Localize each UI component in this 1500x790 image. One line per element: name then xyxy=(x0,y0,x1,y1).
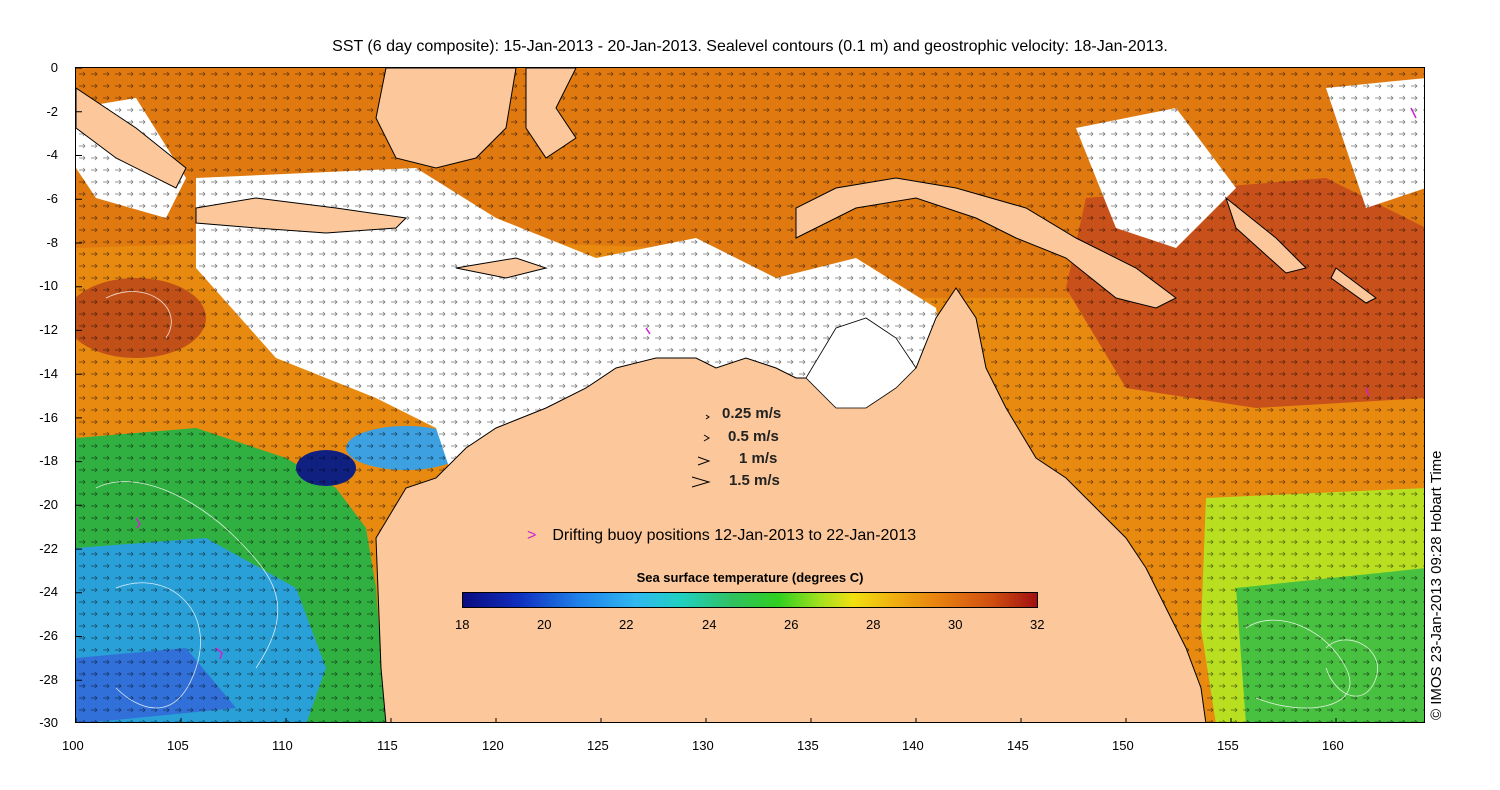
y-tick-label: -6 xyxy=(46,191,58,206)
x-tick-label: 110 xyxy=(272,738,293,753)
sulawesi-landmass xyxy=(525,68,577,159)
buoy-legend: > Drifting buoy positions 12-Jan-2013 to … xyxy=(527,527,916,545)
colorbar-tick-label: 24 xyxy=(702,617,717,632)
colorbar-tick-label: 32 xyxy=(1030,617,1045,632)
buoy-marker-icon: > xyxy=(527,527,537,544)
y-tick-label: -18 xyxy=(39,453,58,468)
map-title: SST (6 day composite): 15-Jan-2013 - 20-… xyxy=(332,38,1168,55)
x-tick-label: 130 xyxy=(692,738,714,753)
gulf-of-carpentaria xyxy=(805,317,917,409)
y-tick-label: -4 xyxy=(46,147,58,162)
new-guinea-landmass xyxy=(795,177,1177,309)
y-tick-label: -2 xyxy=(46,104,58,119)
velocity-legend-label: 0.5 m/s xyxy=(728,428,779,445)
axis-tick-marks xyxy=(76,68,1337,722)
x-tick-label: 150 xyxy=(1112,738,1134,753)
y-tick-label: -16 xyxy=(39,410,58,425)
map-frame xyxy=(75,67,1425,723)
colorbar xyxy=(462,592,1038,608)
colorbar-tick-label: 18 xyxy=(455,617,470,632)
borneo-landmass xyxy=(375,68,517,169)
y-tick-label: -14 xyxy=(39,366,58,381)
colorbar-tick-label: 22 xyxy=(619,617,634,632)
y-tick-label: 0 xyxy=(50,60,58,75)
colorbar-tick-label: 30 xyxy=(948,617,963,632)
x-tick-label: 100 xyxy=(62,738,84,753)
colorbar-tick-label: 26 xyxy=(784,617,799,632)
x-tick-label: 135 xyxy=(797,738,819,753)
x-tick-label: 140 xyxy=(902,738,924,753)
x-tick-label: 115 xyxy=(377,738,398,753)
colorbar-title: Sea surface temperature (degrees C) xyxy=(636,570,864,585)
sumatra-landmass xyxy=(76,87,187,189)
drifting-buoy-tracks xyxy=(135,107,1417,660)
y-tick-label: -8 xyxy=(46,235,58,250)
x-tick-label: 145 xyxy=(1007,738,1029,753)
x-tick-label: 125 xyxy=(587,738,609,753)
sealevel-contours xyxy=(95,291,1378,709)
colorbar-tick-label: 28 xyxy=(866,617,881,632)
y-tick-label: -12 xyxy=(39,322,58,337)
java-landmass xyxy=(195,197,408,234)
y-tick-label: -26 xyxy=(39,628,58,643)
y-tick-label: -10 xyxy=(39,278,58,293)
colorbar-tick-label: 20 xyxy=(537,617,552,632)
sst-map xyxy=(76,68,1424,722)
buoy-legend-label: Drifting buoy positions 12-Jan-2013 to 2… xyxy=(552,527,917,544)
timor-landmass xyxy=(455,257,548,279)
solomon-islands xyxy=(1224,196,1307,274)
y-tick-label: -24 xyxy=(39,584,58,599)
y-tick-label: -30 xyxy=(39,715,58,730)
velocity-legend-label: 1 m/s xyxy=(739,450,778,467)
velocity-legend-label: 1.5 m/s xyxy=(729,472,780,489)
solomon-islands-east xyxy=(1330,267,1377,304)
y-tick-label: -28 xyxy=(39,672,58,687)
x-tick-label: 120 xyxy=(482,738,504,753)
x-tick-label: 105 xyxy=(167,738,189,753)
y-tick-label: -22 xyxy=(39,541,58,556)
velocity-legend-arrows xyxy=(691,414,711,488)
x-tick-label: 160 xyxy=(1322,738,1344,753)
x-tick-label: 155 xyxy=(1217,738,1239,753)
velocity-legend-label: 0.25 m/s xyxy=(722,405,782,422)
y-tick-label: -20 xyxy=(39,497,58,512)
imos-credit: © IMOS 23-Jan-2013 09:28 Hobart Time xyxy=(1428,450,1445,720)
